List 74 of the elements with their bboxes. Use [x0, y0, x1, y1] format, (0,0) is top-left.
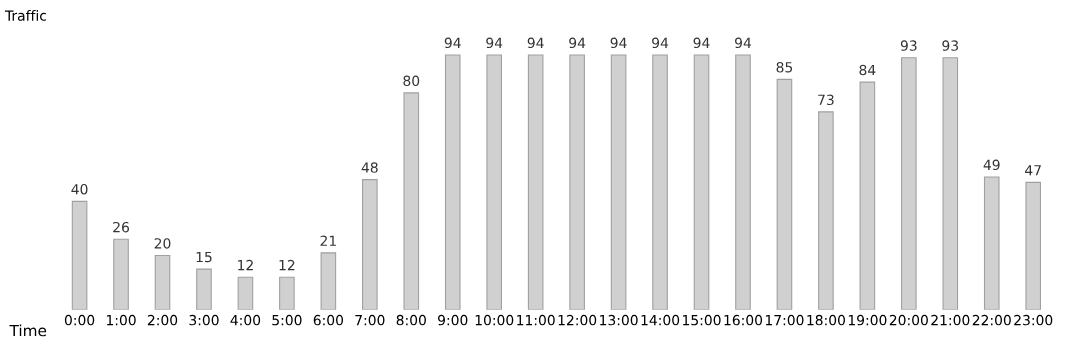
x-tick-label: 19:00	[848, 314, 887, 326]
data-label: 94	[735, 37, 752, 49]
data-label: 12	[238, 259, 253, 271]
bar	[444, 54, 461, 310]
data-label: 47	[1025, 165, 1041, 176]
data-label: 26	[113, 221, 130, 233]
x-tick-label: 5:00	[272, 314, 302, 326]
x-tick-label: 3:00	[189, 314, 219, 326]
x-axis-title: Time	[9, 324, 47, 337]
bar	[569, 54, 585, 310]
x-tick-label: 16:00	[724, 314, 763, 326]
data-label: 93	[900, 40, 917, 51]
bar	[818, 111, 834, 310]
x-tick-label: 7:00	[355, 314, 385, 326]
x-tick-label: 1:00	[106, 314, 136, 326]
x-tick-label: 2:00	[147, 314, 178, 326]
bar	[403, 92, 420, 310]
data-label: 15	[196, 251, 212, 263]
bar	[983, 176, 1000, 310]
bar	[71, 200, 88, 310]
data-label: 20	[154, 238, 171, 249]
x-tick-label: 9:00	[438, 314, 468, 326]
data-label: 94	[444, 37, 461, 49]
bar	[610, 54, 627, 310]
bar	[901, 57, 917, 310]
x-tick-label: 15:00	[683, 314, 721, 326]
bar	[196, 268, 212, 310]
data-label: 21	[320, 235, 336, 246]
data-label: 48	[361, 162, 378, 173]
bar	[942, 57, 959, 310]
data-label: 93	[942, 40, 959, 51]
y-axis-title: Traffic	[4, 10, 47, 21]
data-label: 94	[693, 37, 710, 49]
x-tick-label: 6:00	[313, 314, 344, 326]
data-label: 94	[527, 37, 544, 49]
x-tick-label: 12:00	[558, 314, 597, 326]
data-label: 84	[859, 64, 876, 76]
x-tick-label: 13:00	[600, 314, 638, 326]
x-tick-label: 10:00	[475, 314, 514, 326]
x-tick-label: 4:00	[230, 314, 261, 326]
data-label: 94	[652, 37, 669, 49]
x-tick-label: 23:00	[1014, 314, 1053, 326]
bar	[486, 54, 503, 310]
x-tick-label: 20:00	[889, 314, 928, 326]
bar	[320, 252, 337, 310]
bar	[362, 179, 378, 310]
data-label: 94	[486, 37, 503, 49]
bar	[154, 254, 171, 310]
x-tick-label: 8:00	[396, 314, 426, 326]
bar	[693, 54, 710, 310]
bar	[113, 238, 129, 310]
x-tick-label: 11:00	[517, 314, 555, 326]
bar	[1025, 181, 1042, 310]
bar	[735, 54, 751, 310]
x-tick-label: 18:00	[807, 314, 845, 326]
x-tick-label: 22:00	[972, 314, 1011, 326]
bar	[776, 78, 793, 310]
x-tick-label: 14:00	[641, 314, 680, 326]
bar	[237, 276, 254, 310]
bar	[859, 81, 876, 310]
bar	[652, 54, 668, 310]
data-label: 40	[71, 183, 88, 195]
x-tick-label: 0:00	[64, 314, 95, 326]
data-label: 49	[983, 159, 1000, 171]
data-label: 73	[818, 94, 834, 106]
data-label: 12	[279, 259, 295, 271]
data-label: 94	[610, 37, 627, 49]
data-label: 80	[403, 75, 420, 87]
bar	[279, 276, 295, 310]
bar	[527, 54, 544, 310]
x-tick-label: 17:00	[765, 314, 804, 326]
x-tick-label: 21:00	[931, 314, 970, 326]
data-label: 85	[776, 62, 793, 73]
data-label: 94	[569, 37, 586, 49]
